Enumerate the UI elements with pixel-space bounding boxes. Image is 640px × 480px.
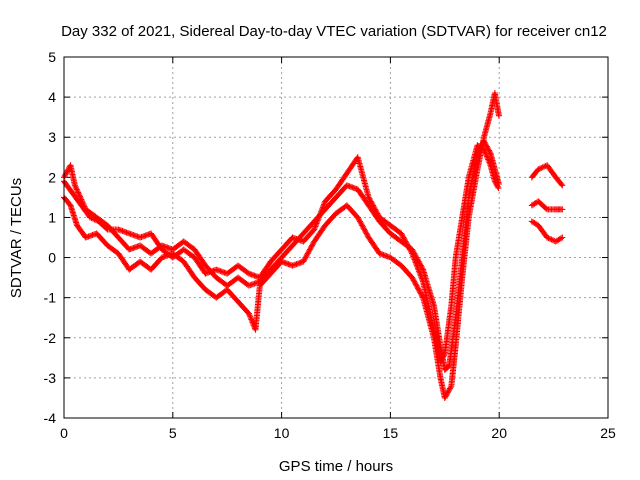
- x-axis-label: GPS time / hours: [279, 458, 393, 475]
- data-point: [495, 185, 502, 192]
- data-point: [559, 206, 566, 213]
- x-tick-label: 25: [600, 425, 616, 441]
- y-tick-label: 5: [48, 49, 56, 65]
- y-tick-label: 4: [48, 89, 56, 105]
- x-tick-label: 0: [60, 425, 68, 441]
- y-tick-label: 3: [48, 129, 56, 145]
- y-axis-label: SDTVAR / TECUs: [8, 178, 25, 298]
- data-point: [419, 293, 426, 300]
- y-tick-label: -1: [44, 290, 57, 306]
- data-point: [75, 190, 82, 197]
- data-point: [74, 188, 81, 195]
- x-tick-label: 5: [169, 425, 177, 441]
- data-point: [445, 363, 452, 370]
- x-tick-label: 10: [274, 425, 290, 441]
- y-tick-label: -4: [44, 410, 57, 426]
- data-point: [66, 201, 73, 208]
- y-tick-label: 2: [48, 169, 56, 185]
- grid-lines: [64, 57, 608, 418]
- y-tick-label: -3: [44, 370, 57, 386]
- data-point: [494, 183, 501, 190]
- axis-ticks: 0 5 10 15 20 25 -4 -3 -2 -1 0 1 2 3 4 5: [44, 49, 616, 441]
- data-point: [441, 352, 448, 359]
- data-point: [558, 181, 565, 188]
- data-points: [61, 90, 566, 401]
- data-point: [447, 384, 454, 391]
- chart-title: Day 332 of 2021, Sidereal Day-to-day VTE…: [61, 23, 607, 40]
- data-point: [557, 235, 564, 242]
- data-point: [103, 225, 110, 232]
- data-point: [408, 249, 415, 256]
- x-tick-label: 15: [383, 425, 399, 441]
- data-point: [559, 182, 566, 189]
- data-point: [244, 269, 251, 276]
- data-point: [75, 189, 82, 196]
- data-point: [559, 234, 566, 241]
- data-point: [73, 186, 80, 193]
- y-tick-label: 1: [48, 209, 56, 225]
- y-tick-label: 0: [48, 250, 56, 266]
- plot-frame: [63, 56, 609, 419]
- x-tick-label: 20: [491, 425, 507, 441]
- data-point: [73, 185, 80, 192]
- data-point: [71, 182, 78, 189]
- y-tick-label: -2: [44, 330, 57, 346]
- data-point: [72, 183, 79, 190]
- data-point: [495, 112, 502, 119]
